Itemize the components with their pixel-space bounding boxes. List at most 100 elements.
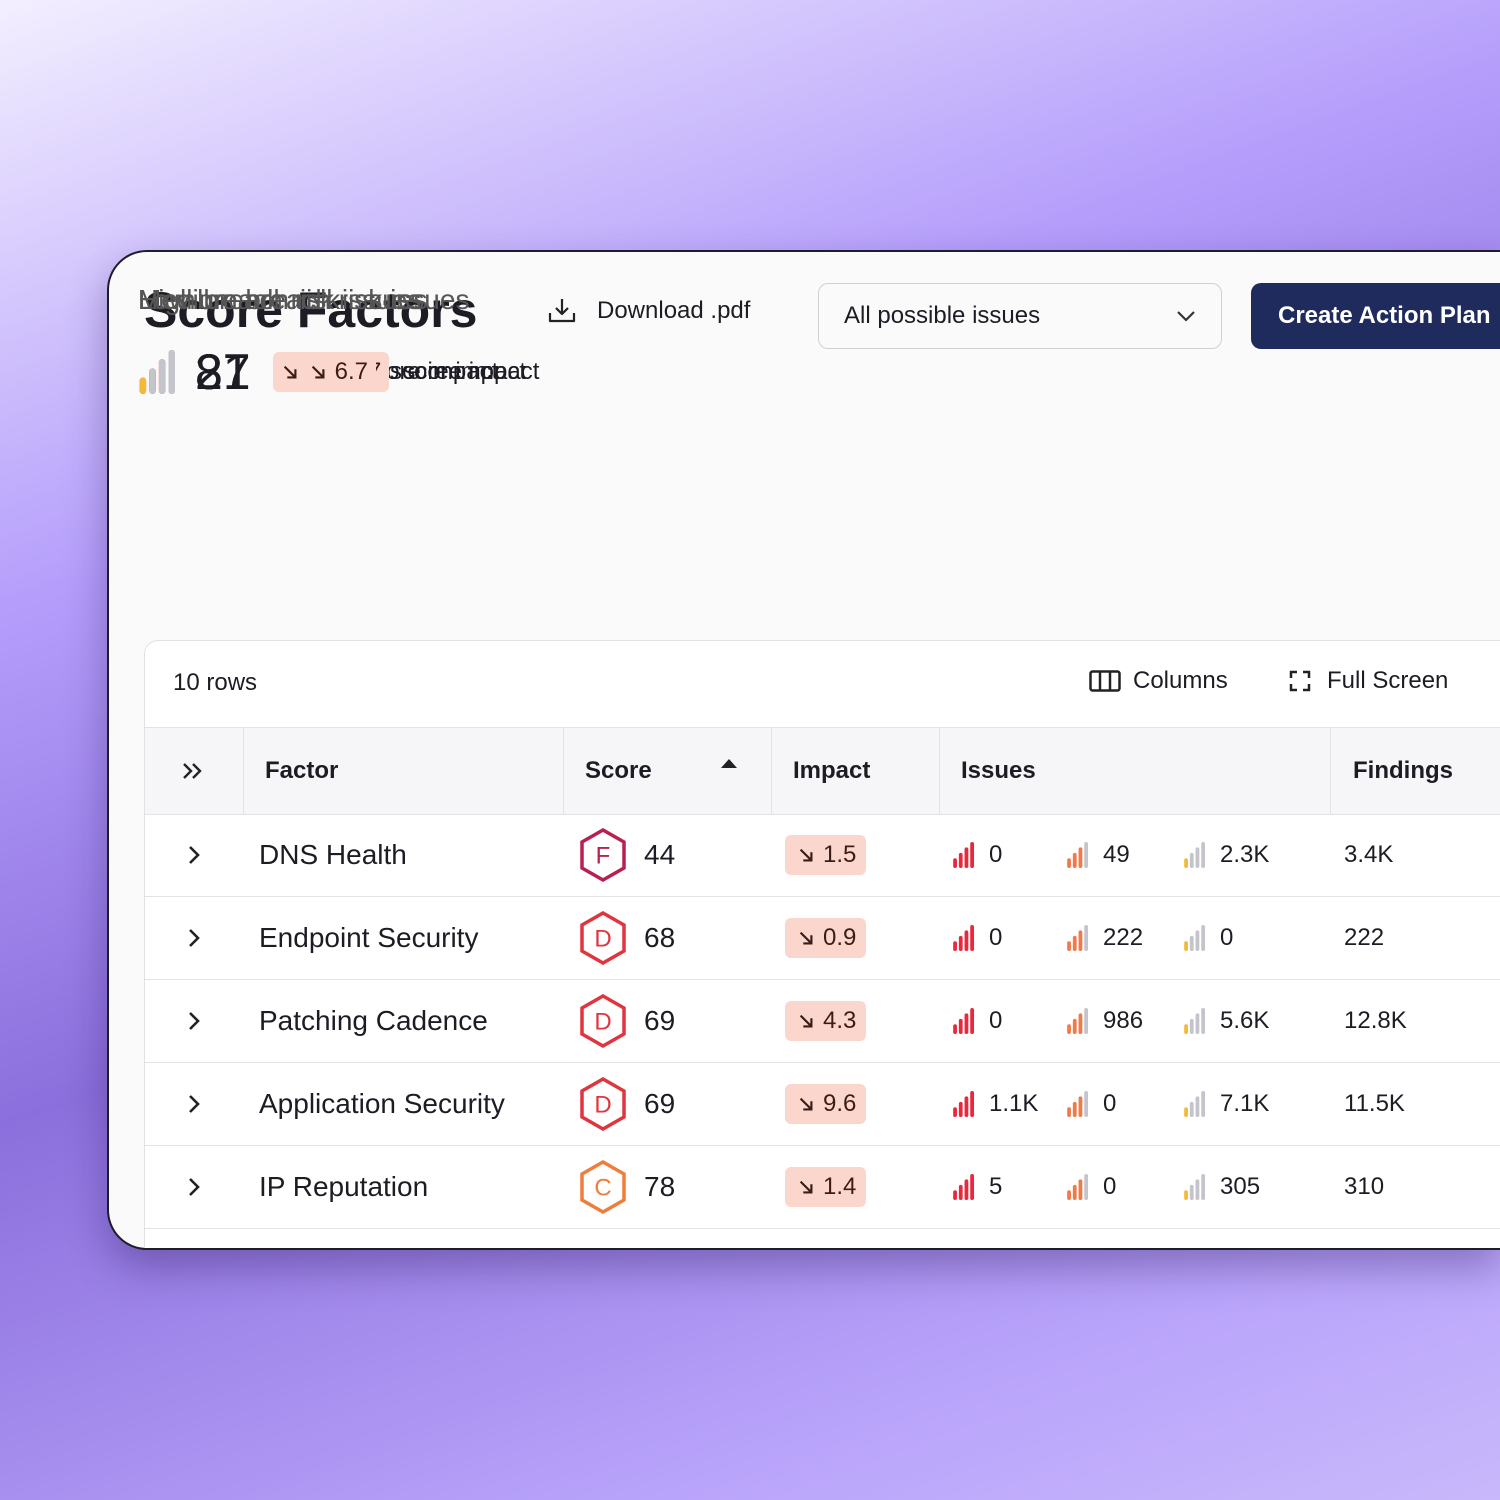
- create-action-plan-button[interactable]: Create Action Plan: [1251, 283, 1500, 349]
- expand-all[interactable]: [181, 728, 205, 814]
- expand-row[interactable]: [187, 814, 201, 896]
- impact-value: 4.3: [823, 1007, 857, 1034]
- expand-row[interactable]: [187, 897, 201, 979]
- severity-icon: [1067, 1008, 1089, 1034]
- factor-name: Patching Cadence: [259, 1005, 488, 1036]
- table-row[interactable]: Patching Cadence D 69 4.3 0 986 5.6K 12.8K: [145, 980, 1500, 1063]
- severity-icon: [1184, 1008, 1206, 1034]
- row-count: 10 rows: [173, 669, 258, 696]
- summary-label: High breach risk issues: [138, 284, 428, 315]
- grade-badge: D: [580, 911, 626, 965]
- chevron-right: [189, 1012, 200, 1030]
- impact-pill: 6.7: [300, 352, 376, 392]
- grade-letter: D: [594, 1009, 611, 1036]
- impact-cell: 0.9: [785, 897, 867, 979]
- table-header: Factor Score Impact Issues Findings: [145, 727, 1500, 815]
- severity-bar: [1184, 1190, 1188, 1200]
- grade-hexagon: [580, 994, 626, 1048]
- impact-pill: 4.3: [785, 1001, 867, 1041]
- severity-bar: [958, 1101, 963, 1117]
- chevron-right: [189, 1178, 200, 1196]
- severity-bar: [1072, 935, 1077, 951]
- column-header[interactable]: Issues: [961, 757, 1036, 784]
- severity-bar: [1184, 858, 1188, 868]
- grade-hexagon: [580, 911, 626, 965]
- impact-cell: 9.6: [785, 1063, 867, 1145]
- grade-letter: D: [594, 1092, 611, 1119]
- down-arrow-icon: [311, 365, 325, 379]
- table-row[interactable]: DNS Health F 44 1.5 0 49 2.3K 3.4K: [145, 814, 1500, 897]
- issue-count-cell: 7.1K: [1184, 1063, 1269, 1145]
- sort-ascending-icon[interactable]: [721, 758, 737, 768]
- expand-row[interactable]: [187, 1146, 201, 1228]
- grade-hexagon: [580, 1160, 626, 1214]
- severity-icon: [953, 925, 975, 951]
- column-header[interactable]: Impact: [793, 757, 871, 784]
- fullscreen-button[interactable]: Full Screen: [1289, 667, 1448, 695]
- severity-bar: [1078, 1096, 1083, 1117]
- issue-count: 0: [989, 841, 1003, 868]
- severity-bar: [1201, 1091, 1206, 1117]
- severity-icon: [1067, 925, 1089, 951]
- issue-filter-dropdown[interactable]: All possible issues: [818, 283, 1222, 349]
- column-header[interactable]: Factor: [265, 757, 339, 784]
- issue-count-cell: 1.1K: [953, 1063, 1038, 1145]
- severity-icon: [953, 1008, 975, 1034]
- severity-bar: [1072, 852, 1077, 868]
- sort-arrow: [721, 759, 737, 768]
- columns-button[interactable]: Columns: [1089, 667, 1228, 695]
- severity-icon: [1184, 1091, 1206, 1117]
- table-row[interactable]: Application Security D 69 9.6 1.1K 0 7.1K 11.5K: [145, 1063, 1500, 1146]
- severity-bar: [1084, 842, 1089, 868]
- issue-count-cell: 222: [1067, 897, 1143, 979]
- issue-count: 7.1K: [1220, 1090, 1270, 1117]
- arrow-path: [799, 848, 813, 862]
- severity-bar: [1067, 1024, 1071, 1034]
- severity-bar: [958, 1018, 963, 1034]
- impact-cell: 4.3: [785, 980, 867, 1062]
- severity-icon: [1067, 1091, 1089, 1117]
- down-arrow-icon: [283, 365, 297, 379]
- issue-count: 222: [1103, 924, 1144, 951]
- severity-icon: [1067, 842, 1089, 868]
- impact-suffix: score impact: [390, 358, 527, 385]
- issue-count: 2.3K: [1220, 841, 1270, 868]
- severity-bar: [1078, 1179, 1083, 1200]
- summary-label: Medium breach risk issues: [138, 284, 470, 315]
- expand-row[interactable]: [187, 1063, 201, 1145]
- severity-icon: [953, 1174, 975, 1200]
- impact-pill: 9.6: [785, 1084, 867, 1124]
- impact-value: 9.6: [823, 1090, 857, 1117]
- factor-name: DNS Health: [259, 839, 407, 870]
- severity-bar: [964, 1179, 969, 1200]
- issue-count: 0: [989, 1007, 1003, 1034]
- grade-badge: D: [580, 1077, 626, 1131]
- severity-bar: [1072, 1101, 1077, 1117]
- column-header[interactable]: Score: [585, 757, 652, 784]
- severity-bar: [1201, 925, 1206, 951]
- down-arrow-icon: [799, 1097, 813, 1111]
- download-button[interactable]: Download .pdf: [547, 296, 750, 326]
- issue-count: 31: [195, 344, 251, 400]
- issue-count-cell: 305: [1184, 1146, 1260, 1228]
- severity-bar: [1201, 1174, 1206, 1200]
- severity-bar: [1078, 847, 1083, 868]
- table-row[interactable]: Endpoint Security D 68 0.9 0 222 0 222: [145, 897, 1500, 980]
- fullscreen-label: Full Screen: [1327, 667, 1449, 694]
- impact-value: 1.4: [823, 1173, 857, 1200]
- expand-row[interactable]: [187, 980, 201, 1062]
- score-value: 68: [644, 922, 676, 953]
- table-row[interactable]: IP Reputation C 78 1.4 5 0 305 310: [145, 1146, 1500, 1229]
- arrow-path: [311, 365, 325, 379]
- score-value: 69: [644, 1088, 676, 1119]
- column-header[interactable]: Findings: [1353, 757, 1453, 784]
- severity-bar: [970, 1174, 975, 1200]
- severity-bar: [964, 1096, 969, 1117]
- severity-bar: [953, 858, 957, 868]
- issue-count-cell: 5.6K: [1184, 980, 1269, 1062]
- severity-bar: [1078, 1013, 1083, 1034]
- issue-count: 0: [989, 924, 1003, 951]
- chevron-right: [189, 929, 200, 947]
- issue-count-cell: 0: [953, 814, 1002, 896]
